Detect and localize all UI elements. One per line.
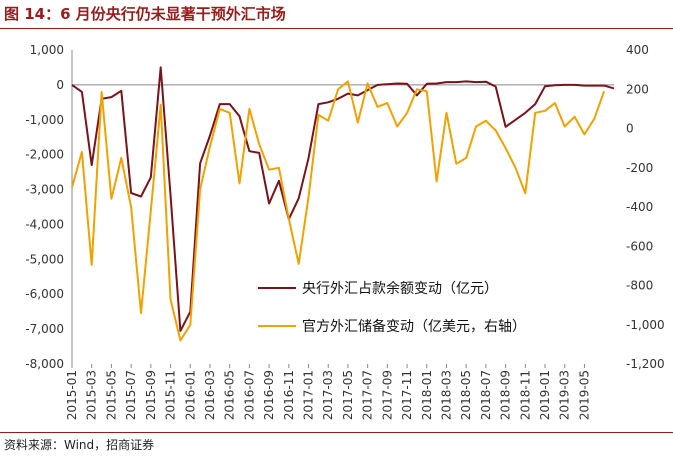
x-tick-label: 2016-11 [282, 370, 296, 420]
x-tick-label: 2018-05 [459, 370, 473, 420]
x-tick-label: 2018-09 [499, 370, 513, 420]
x-tick-label: 2016-01 [183, 370, 197, 420]
x-tick-label: 2018-01 [420, 370, 434, 420]
x-tick-label: 2018-11 [518, 370, 532, 420]
source-divider [0, 432, 673, 433]
x-tick-label: 2015-07 [124, 370, 138, 420]
x-tick-label: 2016-03 [203, 370, 217, 420]
title-divider [0, 28, 673, 29]
right-tick-label: 0 [626, 122, 634, 136]
left-tick-label: -8,000 [25, 357, 64, 371]
legend-label: 央行外汇占款余额变动（亿元） [302, 280, 498, 297]
left-tick-label: -6,000 [25, 287, 64, 301]
x-tick-label: 2017-09 [380, 370, 394, 420]
legend: 央行外汇占款余额变动（亿元） 官方外汇储备变动（亿美元，右轴） [258, 280, 526, 335]
x-tick-label: 2015-09 [144, 370, 158, 420]
x-tick-label: 2016-05 [223, 370, 237, 420]
left-tick-label: -1,000 [25, 113, 64, 127]
x-tick-label: 2015-03 [85, 370, 99, 420]
x-tick-label: 2018-03 [439, 370, 453, 420]
x-tick-label: 2016-09 [262, 370, 276, 420]
x-tick-label: 2017-03 [321, 370, 335, 420]
x-tick-label: 2017-01 [302, 370, 316, 420]
x-tick-label: 2018-07 [479, 370, 493, 420]
x-tick-label: 2019-03 [558, 370, 572, 420]
right-tick-label: 200 [626, 82, 649, 96]
x-tick-label: 2017-07 [361, 370, 375, 420]
series-line-official-reserves [71, 80, 606, 342]
x-tick-label: 2019-05 [577, 370, 591, 420]
x-tick-label: 2019-01 [538, 370, 552, 420]
chart: 1,000 0 -1,000 -2,000 -3,000 -4,000 -5,000 -6,0… [25, 43, 664, 420]
x-tick-label: 2017-11 [400, 370, 414, 420]
right-tick-label: 400 [626, 43, 649, 57]
figure-title: 图 14：6 月份央行仍未显著干预外汇市场 [4, 5, 286, 23]
right-tick-label: -400 [626, 200, 653, 214]
right-tick-label: -600 [626, 239, 653, 253]
right-tick-label: -1,200 [626, 357, 665, 371]
left-tick-label: -5,000 [25, 252, 64, 266]
legend-label: 官方外汇储备变动（亿美元，右轴） [302, 318, 526, 335]
left-tick-label: 0 [56, 78, 64, 92]
left-tick-label: -4,000 [25, 217, 64, 231]
right-tick-label: -200 [626, 161, 653, 175]
left-tick-label: -7,000 [25, 322, 64, 336]
axes-layer: 1,000 0 -1,000 -2,000 -3,000 -4,000 -5,000 -6,0… [25, 43, 664, 420]
x-tick-label: 2017-05 [341, 370, 355, 420]
series-layer [71, 66, 615, 342]
series-line-pboc-fx-position [71, 66, 615, 332]
x-tick-label: 2015-01 [65, 370, 79, 420]
left-tick-label: -2,000 [25, 148, 64, 162]
right-tick-label: -1,000 [626, 318, 665, 332]
left-tick-label: -3,000 [25, 183, 64, 197]
source-note: 资料来源：Wind，招商证券 [4, 438, 155, 452]
left-tick-label: 1,000 [30, 43, 64, 57]
x-tick-label: 2016-07 [242, 370, 256, 420]
x-tick-label: 2015-11 [164, 370, 178, 420]
right-tick-label: -800 [626, 279, 653, 293]
x-tick-label: 2015-05 [104, 370, 118, 420]
